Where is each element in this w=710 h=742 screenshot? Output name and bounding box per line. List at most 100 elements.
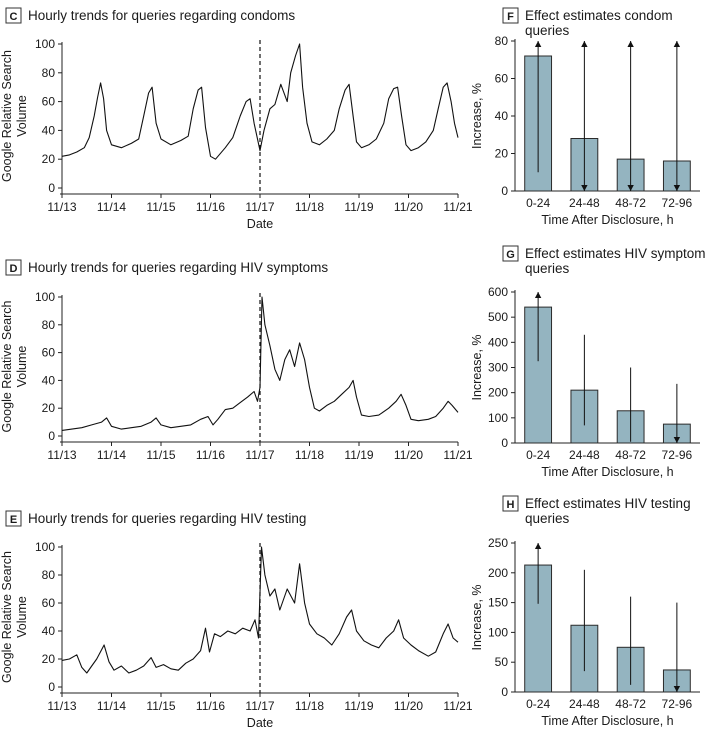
x-tick-label: 11/18 [295,448,324,462]
bar-chart-H: 0 50 100 150 200 250 0-24 24-48 48-72 72-96 Time A… [470,536,700,728]
x-tick-label: 11/17 [245,699,274,713]
panel-title: Effect estimates HIV symptom queries [525,246,706,276]
ci-arrow-up [581,41,588,47]
bar-chart-G: 0 100 200 300 400 500 600 0-24 24-48 48-72 72-96 Ti… [470,285,700,479]
panel-letter: H [507,499,515,511]
y-tick-label: 200 [488,566,508,580]
panel-letter-box [5,510,22,527]
line-chart-E: 0 20 40 60 80 100 11/13 11/14 11/15 11/16 11/17 11/… [0,540,473,730]
y-tick-label: 60 [495,72,509,86]
x-tick-label: 11/18 [295,200,324,214]
y-tick-label: 20 [42,152,56,166]
y-tick-label: 60 [42,95,56,109]
x-tick-label: 11/14 [97,200,126,214]
panel-title: Effect estimates HIV testing queries [525,496,691,526]
y-tick-label: 20 [42,401,56,415]
y-axis-label-line: Google Relative Search [0,50,14,182]
x-axis-label: Time After Disclosure, h [541,465,673,479]
series-line [61,296,459,431]
panel-title-line: Effect estimates condom [525,8,673,23]
y-axis-label: Google Relative SearchVolume [0,551,29,683]
y-tick-label: 250 [488,536,508,550]
y-tick-label: 80 [42,568,56,582]
x-tick-label: 11/14 [97,699,126,713]
ci-arrow-up [534,292,542,298]
ci-arrow-down [673,437,681,443]
panel-title: Hourly trends for queries regarding HIV … [28,511,306,526]
x-tick-label: 11/14 [97,448,126,462]
x-tick-label: 11/15 [146,200,175,214]
y-tick-label: 60 [42,346,56,360]
x-tick-label: 11/19 [344,448,373,462]
panel-letter: C [10,11,18,23]
panel-header-D: D Hourly trends for queries regarding HIV… [5,259,328,276]
bar-chart-F: 0 20 40 60 80 0-24 24-48 48-72 72-96 Time After D… [470,34,700,227]
y-tick-label: 60 [42,596,56,610]
x-tick-label: 0-24 [526,448,550,462]
panel-title: Hourly trends for queries regarding cond… [28,8,295,23]
panel-letter-box [502,7,519,24]
x-tick-label: 11/19 [344,200,373,214]
panel-letter: D [10,263,18,275]
y-tick-label: 100 [35,290,55,304]
ci-arrow-up [627,41,634,47]
y-tick-label: 0 [48,680,55,694]
y-tick-label: 100 [488,411,508,425]
y-tick-label: 40 [495,109,509,123]
y-tick-label: 0 [501,184,508,198]
panel-header-F: F Effect estimates condom queries [502,7,673,38]
x-tick-label: 11/16 [196,200,225,214]
y-tick-label: 200 [488,386,508,400]
x-tick-label: 24-48 [569,196,600,210]
y-tick-label: 80 [42,66,56,80]
panel-letter: F [507,11,514,23]
x-tick-label: 11/17 [245,200,274,214]
y-tick-label: 80 [495,34,509,48]
ci-arrow-down [673,185,681,191]
x-tick-label: 48-72 [615,196,646,210]
ci-arrow-up [673,41,681,47]
y-tick-label: 40 [42,373,56,387]
panel-letter-box [502,245,519,262]
x-tick-label: 11/16 [196,448,225,462]
y-tick-label: 150 [488,596,508,610]
y-tick-label: 40 [42,624,56,638]
panel-letter-box [5,259,22,276]
x-axis-label: Date [247,217,273,231]
line-chart-D: 0 20 40 60 80 100 11/13 11/14 11/15 11/16 11/17 11/… [0,290,473,462]
x-tick-label: 11/13 [47,448,76,462]
panel-title-line: queries [525,511,570,526]
x-tick-label: 72-96 [662,448,693,462]
series-line [61,546,459,674]
x-tick-label: 11/13 [47,200,76,214]
x-tick-label: 11/16 [196,699,225,713]
panel-title-line: Effect estimates HIV testing [525,496,691,511]
y-tick-label: 50 [495,655,509,669]
y-axis-label: Increase, % [470,334,484,400]
x-tick-label: 24-48 [569,697,600,711]
x-tick-label: 11/20 [394,200,423,214]
y-tick-label: 40 [42,123,56,137]
y-tick-label: 20 [42,652,56,666]
panel-title-line: queries [525,261,570,276]
x-tick-label: 11/15 [146,448,175,462]
x-tick-label: 11/13 [47,699,76,713]
x-tick-label: 11/19 [344,699,373,713]
y-tick-label: 0 [48,429,55,443]
panel-letter: G [506,249,515,261]
line-chart-C: 0 20 40 60 80 100 11/13 11/14 11/15 11/16 11/17 11/… [0,37,473,231]
y-tick-label: 400 [488,335,508,349]
x-axis-label: Time After Disclosure, h [541,213,673,227]
x-tick-label: 11/15 [146,699,175,713]
panel-header-E: E Hourly trends for queries regarding HIV… [5,510,306,527]
x-tick-label: 11/20 [394,448,423,462]
panel-title: Effect estimates condom queries [525,8,673,38]
panel-title: Hourly trends for queries regarding HIV … [28,260,328,275]
x-axis-label: Date [247,716,273,730]
ci-arrow-up [534,41,542,47]
x-tick-label: 11/21 [443,448,472,462]
y-axis-label: Google Relative SearchVolume [0,300,29,432]
y-axis-label-line: Volume [15,346,29,388]
